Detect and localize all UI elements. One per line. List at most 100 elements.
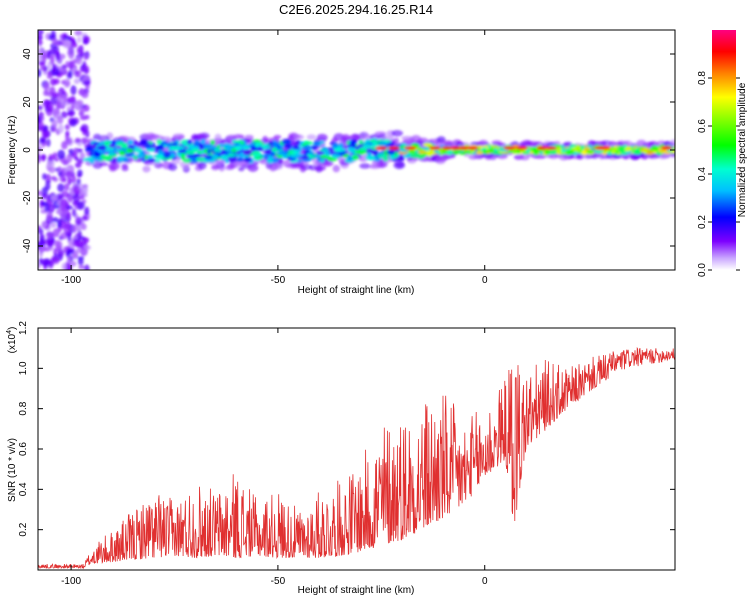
heatmap-cell [362, 144, 372, 150]
spectrogram-x-tick-label: -50 [271, 275, 286, 286]
heatmap-cell [333, 147, 342, 153]
heatmap-cell [125, 148, 134, 154]
heatmap-cell [375, 146, 388, 150]
snr-x-tick-label: -50 [271, 576, 286, 587]
heatmap-cell [56, 240, 63, 251]
heatmap-cell [593, 149, 604, 154]
spectrogram-y-tick-label: -40 [22, 238, 33, 253]
heatmap-cell [224, 144, 233, 150]
heatmap-cell [46, 160, 55, 168]
heatmap-cell [57, 149, 66, 160]
heatmap-cell [76, 178, 81, 185]
heatmap-cell [219, 154, 229, 160]
heatmap-cell [59, 66, 65, 73]
spectrogram-x-tick-label: 0 [482, 275, 488, 286]
heatmap-cell [186, 139, 193, 145]
heatmap-cell [449, 146, 462, 150]
heatmap-cell [51, 195, 58, 201]
heatmap-cell [182, 158, 192, 164]
heatmap-cell [85, 84, 90, 90]
snr-multiplier-close: ) [7, 327, 18, 330]
heatmap-cell [147, 158, 156, 163]
heatmap-cell [200, 139, 206, 145]
heatmap-cell [78, 236, 86, 241]
snr-y-tick-label: 0.6 [18, 442, 29, 456]
heatmap-cell [117, 156, 125, 160]
heatmap-cell [78, 195, 85, 200]
heatmap-cell [453, 141, 465, 146]
spectrogram-y-tick-label: -20 [22, 190, 33, 205]
heatmap-cell [70, 85, 77, 96]
heatmap-cell [80, 115, 87, 121]
heatmap-cell [306, 134, 317, 140]
heatmap-cell [211, 164, 220, 171]
heatmap-cell [74, 137, 81, 143]
snr-series-line [38, 346, 675, 570]
snr-y-tick-label: 0.4 [18, 482, 29, 496]
heatmap-cell [60, 79, 66, 85]
heatmap-cell [532, 150, 538, 155]
heatmap-cell [108, 151, 116, 156]
heatmap-cell [206, 148, 212, 155]
heatmap-cell [487, 147, 495, 154]
chart-title: C2E6.2025.294.16.25.R14 [279, 2, 433, 17]
colorbar-tick-label: 0.2 [697, 215, 708, 229]
heatmap-cell [56, 209, 63, 215]
heatmap-cell [180, 152, 186, 158]
heatmap-cell [38, 225, 42, 231]
heatmap-cell [84, 206, 90, 216]
heatmap-cell [152, 134, 165, 142]
heatmap-cell [47, 102, 54, 113]
snr-y-ticks: 0.2 0.4 0.6 0.8 1.0 1.2 [18, 321, 675, 537]
heatmap-cell [39, 238, 46, 247]
colorbar-tick-label: 0.0 [697, 263, 708, 277]
heatmap-cell [51, 119, 58, 128]
heatmap-cell [38, 250, 44, 258]
heatmap-cell [332, 142, 339, 148]
heatmap-cell [41, 220, 47, 229]
heatmap-cell [611, 148, 616, 155]
heatmap-cell [40, 138, 47, 143]
heatmap-cell [38, 154, 42, 164]
heatmap-cell [401, 135, 414, 141]
heatmap-cell [77, 256, 85, 261]
heatmap-cell [63, 183, 70, 191]
heatmap-cell [64, 81, 70, 87]
heatmap-cell [281, 139, 292, 145]
heatmap-cell [171, 146, 176, 150]
heatmap-cell [52, 64, 57, 72]
heatmap-cell [62, 177, 67, 183]
heatmap-cell [72, 185, 81, 195]
heatmap-cell [38, 190, 43, 196]
heatmap-cell [82, 39, 89, 45]
heatmap-cell [263, 145, 272, 150]
heatmap-cell [94, 150, 99, 157]
heatmap-cell [67, 177, 72, 186]
heatmap-cell [104, 148, 115, 153]
heatmap-cell [618, 147, 626, 153]
colorbar-gradient [712, 30, 736, 270]
heatmap-cell [74, 156, 79, 162]
heatmap-cell [271, 163, 283, 170]
heatmap-cell [421, 153, 427, 157]
heatmap-cell [391, 130, 404, 137]
heatmap-cell [54, 157, 59, 162]
heatmap-cell [66, 264, 72, 270]
spectrogram-y-tick-label: 40 [22, 48, 33, 60]
heatmap-cell [68, 49, 75, 60]
heatmap-cell [279, 144, 284, 149]
colorbar-tick-label: 0.6 [697, 119, 708, 133]
heatmap-cell [77, 148, 83, 153]
heatmap-cell [206, 158, 216, 163]
heatmap-cell [387, 142, 395, 146]
heatmap-cell [377, 141, 387, 147]
heatmap-cell [227, 153, 236, 158]
heatmap-cell [48, 154, 55, 162]
heatmap-cell [52, 228, 60, 238]
heatmap-cell [561, 149, 567, 153]
heatmap-cell [363, 133, 370, 139]
heatmap-cell [613, 154, 622, 159]
heatmap-cell [168, 163, 178, 171]
heatmap-cell [267, 141, 274, 145]
heatmap-cell [75, 57, 83, 65]
